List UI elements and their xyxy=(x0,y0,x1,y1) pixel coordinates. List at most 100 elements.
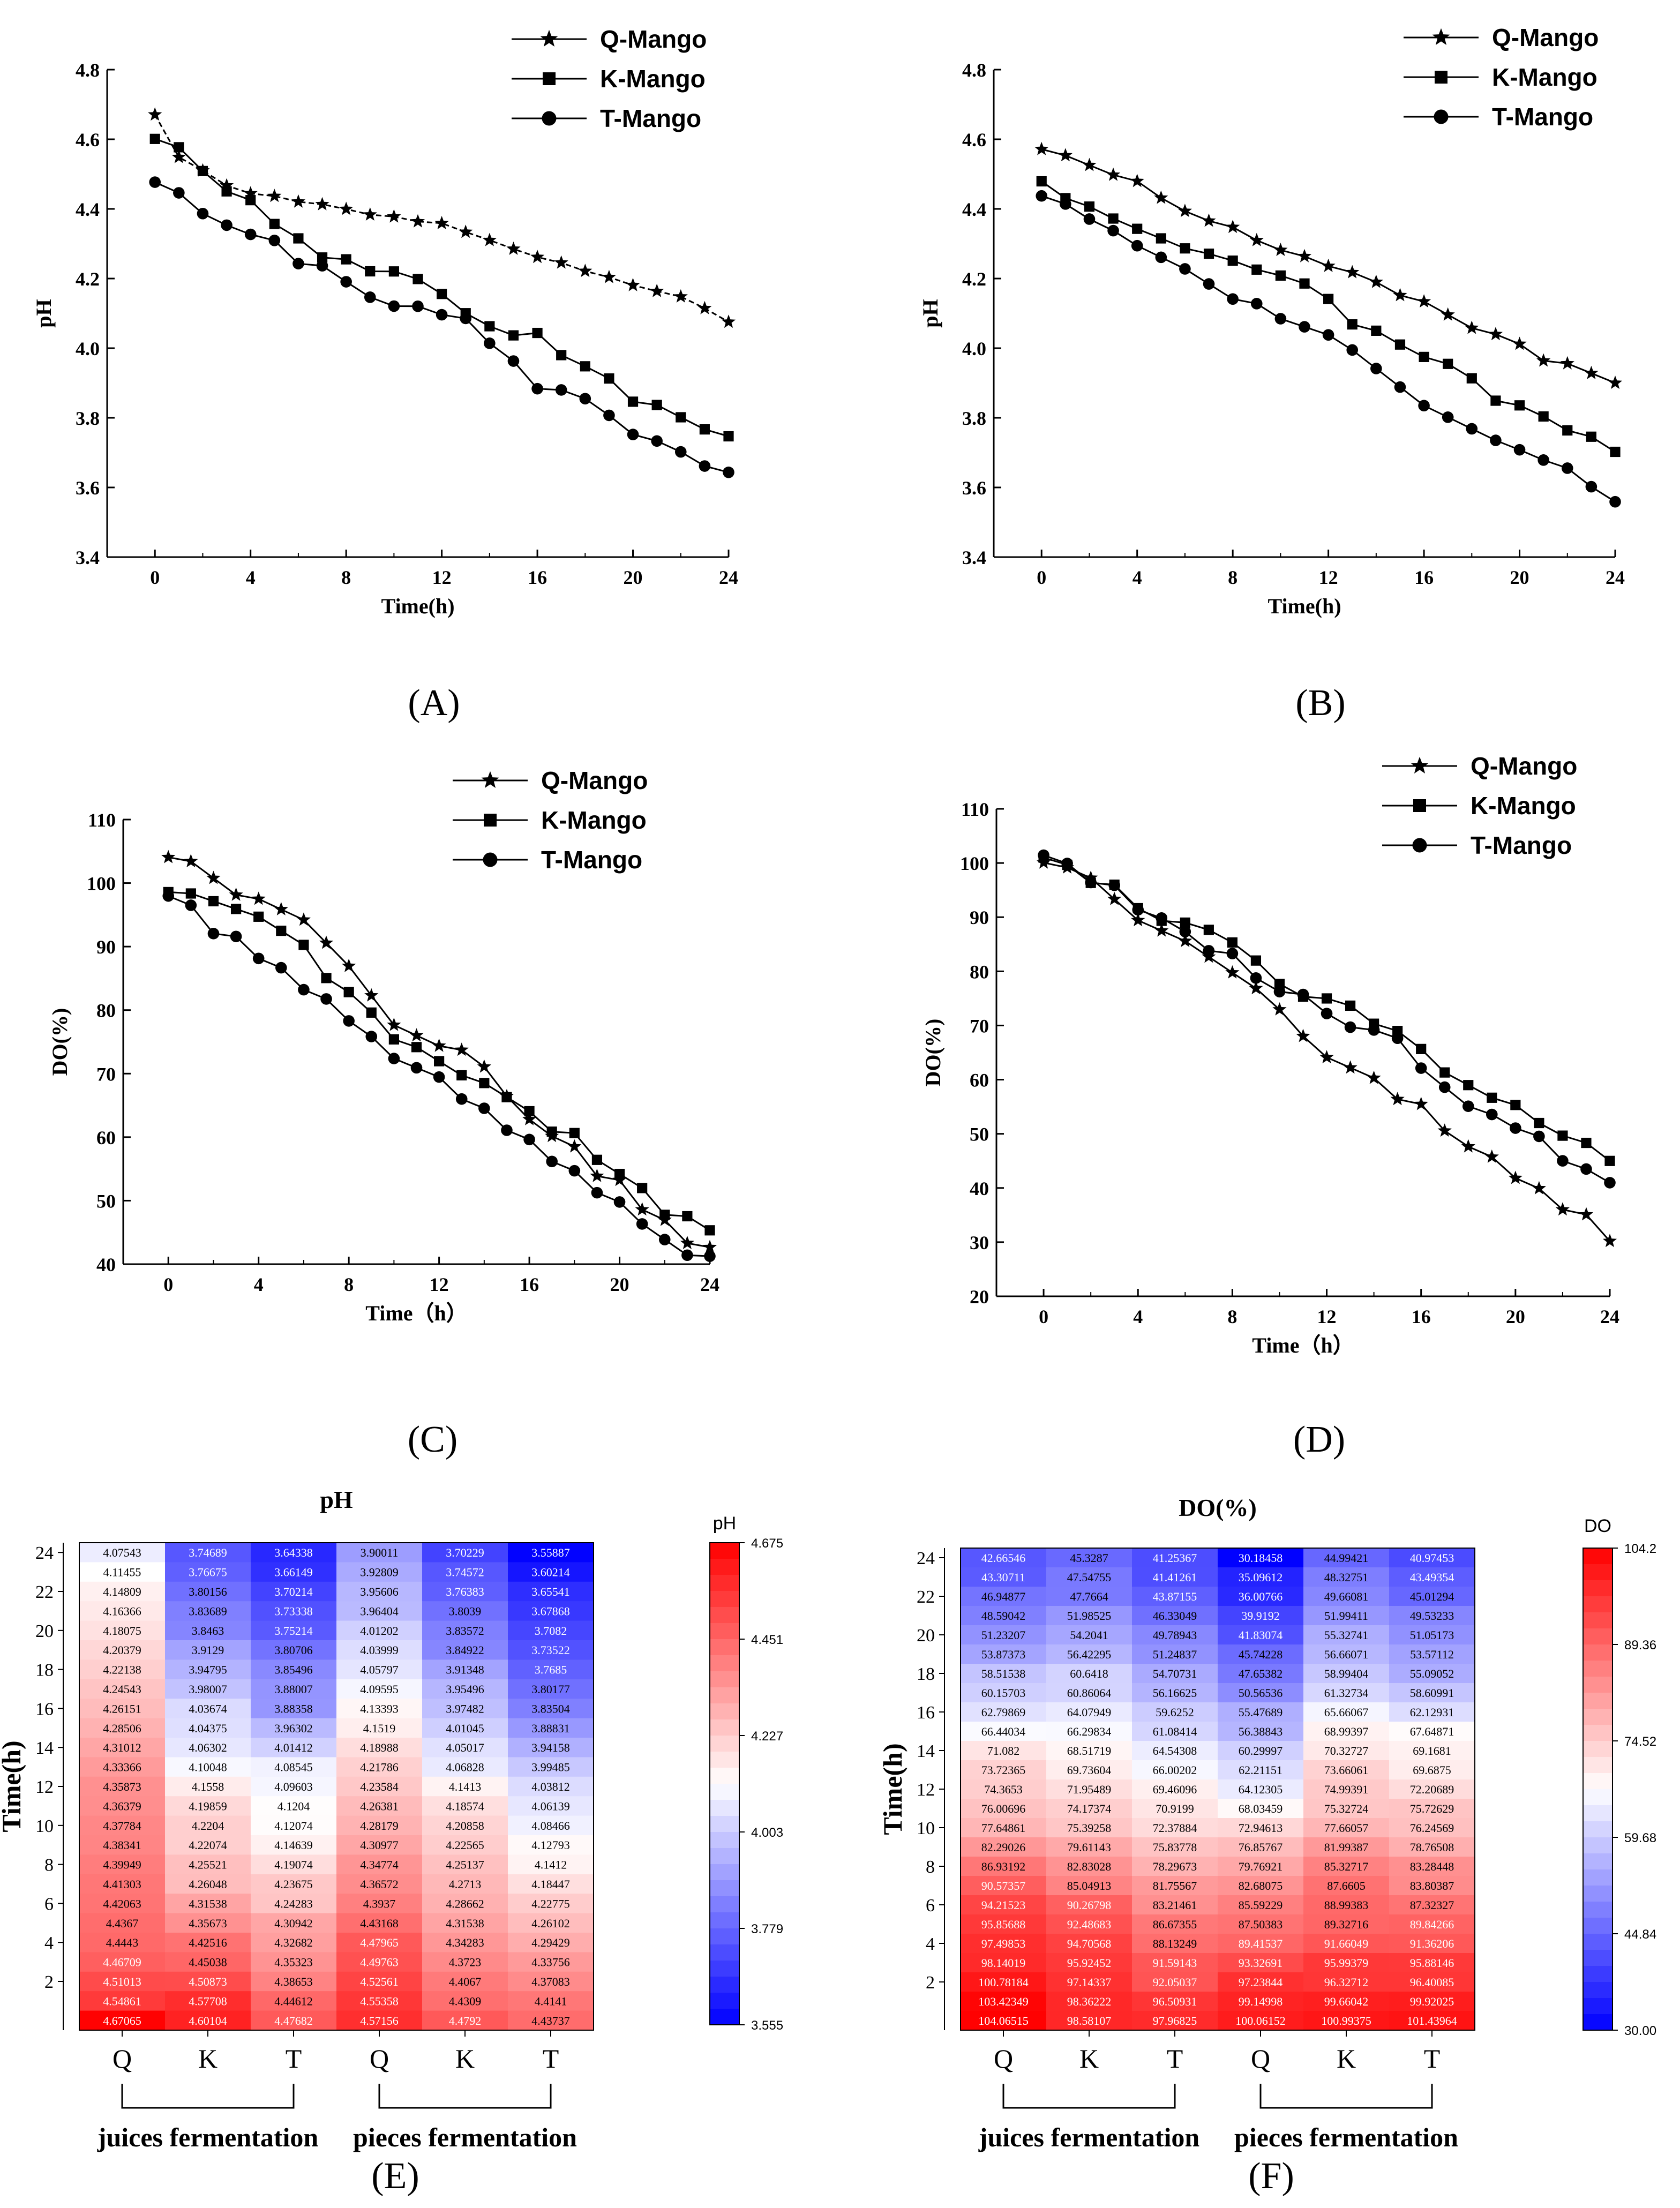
heat-cell-label: 54.2041 xyxy=(1070,1628,1108,1642)
heat-cell xyxy=(251,1757,337,1777)
data-point xyxy=(410,214,425,228)
data-point xyxy=(1442,411,1454,423)
heat-cell-label: 4.11455 xyxy=(103,1566,141,1579)
heat-cell-label: 45.74228 xyxy=(1239,1648,1283,1661)
heat-cell-label: 4.3723 xyxy=(449,1956,482,1969)
colorbar-segment xyxy=(1583,1596,1612,1613)
heat-cell xyxy=(79,1562,166,1582)
colorbar-tick-label: 3.779 xyxy=(751,1922,783,1936)
data-point xyxy=(275,962,287,974)
heat-cell xyxy=(251,1971,337,1992)
heat-cell-label: 77.64861 xyxy=(981,1821,1026,1835)
heat-cell-label: 4.35323 xyxy=(274,1956,313,1969)
data-point xyxy=(1557,1130,1568,1141)
y-tick-label: 3.8 xyxy=(76,408,100,429)
heat-cell xyxy=(1218,1683,1304,1703)
x-tick-label: 0 xyxy=(1037,567,1046,588)
data-point xyxy=(364,988,379,1002)
colorbar-tick-label: 3.555 xyxy=(751,2018,783,2033)
data-point xyxy=(316,260,328,272)
heat-cell-label: 4.23584 xyxy=(360,1780,399,1793)
data-point xyxy=(433,1071,445,1083)
heat-cell xyxy=(1218,1992,1304,2011)
data-point xyxy=(704,1250,716,1262)
legend-item: Q-Mango xyxy=(1404,24,1599,51)
heat-cell xyxy=(165,1601,251,1621)
heat-cell-label: 4.37784 xyxy=(103,1819,141,1833)
data-point xyxy=(319,935,334,949)
heat-y-tick-label: 14 xyxy=(35,1738,54,1758)
heat-cell xyxy=(1389,1779,1475,1799)
data-point xyxy=(569,1128,580,1138)
heat-cell xyxy=(422,1699,508,1719)
heat-cell xyxy=(422,1620,508,1641)
data-point xyxy=(174,142,184,153)
heat-cell-label: 64.54308 xyxy=(1153,1744,1197,1758)
heat-x-label: Q xyxy=(112,2044,132,2074)
heat-cell xyxy=(79,1796,166,1816)
heat-cell-label: 73.66061 xyxy=(1324,1763,1369,1777)
heat-cell xyxy=(961,1664,1047,1684)
heat-cell-label: 91.36206 xyxy=(1410,1937,1454,1950)
data-point xyxy=(1203,249,1214,259)
x-tick-label: 20 xyxy=(624,567,643,588)
data-point xyxy=(479,1078,490,1088)
heat-cell-label: 3.64338 xyxy=(274,1546,313,1559)
heat-cell xyxy=(1218,1857,1304,1876)
heat-cell xyxy=(1046,1548,1132,1568)
heat-cell xyxy=(1303,1567,1390,1587)
data-point xyxy=(364,291,376,303)
heat-cell xyxy=(251,1620,337,1641)
heat-cell xyxy=(1218,1818,1304,1838)
data-point xyxy=(1345,1000,1356,1011)
data-point xyxy=(343,987,354,997)
heat-cell-label: 3.95606 xyxy=(360,1585,399,1598)
heat-cell-label: 81.75567 xyxy=(1153,1879,1197,1892)
heat-cell xyxy=(422,1991,508,2011)
data-point xyxy=(1510,1100,1521,1110)
heat-cell-label: 3.96404 xyxy=(360,1604,399,1618)
colorbar-tick-label: 44.84 xyxy=(1624,1927,1656,1942)
heat-cell xyxy=(1132,1625,1218,1645)
heat-cell xyxy=(251,1679,337,1699)
heat-cell xyxy=(1046,1876,1132,1896)
heat-cell-label: 100.78184 xyxy=(978,1976,1029,1989)
data-point xyxy=(1393,288,1407,302)
heat-cell xyxy=(1046,1683,1132,1703)
heat-cell-label: 3.98007 xyxy=(189,1683,227,1696)
data-point xyxy=(293,233,304,244)
heat-cell-label: 88.99383 xyxy=(1324,1898,1369,1912)
heat-cell-label: 90.57357 xyxy=(981,1879,1026,1892)
colorbar-segment xyxy=(1583,1837,1612,1854)
data-point xyxy=(207,928,220,940)
heat-cell xyxy=(961,1741,1047,1761)
heat-cell-label: 4.25521 xyxy=(189,1858,227,1872)
heat-cell-label: 4.19074 xyxy=(274,1858,313,1872)
heat-cell xyxy=(1132,1972,1218,1992)
heat-cell-label: 75.32724 xyxy=(1324,1802,1369,1815)
heat-cell xyxy=(79,1835,166,1855)
colorbar-segment xyxy=(1583,1580,1612,1597)
y-tick-label: 20 xyxy=(970,1286,989,1308)
colorbar-segment xyxy=(1583,1661,1612,1677)
data-point xyxy=(197,207,209,220)
heat-cell-label: 4.4067 xyxy=(449,1975,482,1988)
colorbar-segment xyxy=(1583,1741,1612,1758)
heat-y-tick-label: 22 xyxy=(917,1587,935,1607)
data-point xyxy=(341,254,351,265)
heat-cell xyxy=(422,1738,508,1758)
heat-cell xyxy=(961,1837,1047,1857)
heat-cell xyxy=(1046,1606,1132,1626)
heat-cell-label: 79.61143 xyxy=(1067,1841,1111,1854)
heat-cell-label: 3.88007 xyxy=(274,1683,313,1696)
y-axis-title: pH xyxy=(32,299,56,327)
data-point xyxy=(1584,365,1599,379)
heat-cell xyxy=(1303,1876,1390,1896)
heat-cell xyxy=(1132,1664,1218,1684)
heat-cell xyxy=(165,1933,251,1952)
heat-cell-label: 4.06302 xyxy=(189,1741,227,1754)
group-bracket xyxy=(1259,2084,1433,2109)
data-point xyxy=(1321,993,1332,1004)
heat-cell-label: 82.83028 xyxy=(1067,1860,1112,1873)
heat-cell xyxy=(1046,1779,1132,1799)
